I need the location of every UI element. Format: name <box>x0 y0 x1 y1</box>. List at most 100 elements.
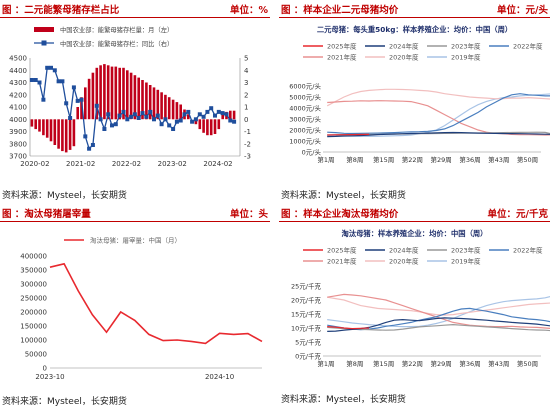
bar <box>99 65 102 120</box>
bar <box>145 82 148 120</box>
line-point <box>155 113 160 118</box>
y-left-tick-label: 4500 <box>9 55 27 63</box>
bar <box>34 119 37 130</box>
line-point <box>125 117 130 122</box>
bar <box>156 89 160 120</box>
x-tick-label: 第15周 <box>373 155 394 164</box>
series-line <box>327 296 550 328</box>
line-point <box>98 117 103 122</box>
x-tick-label: 第29周 <box>431 359 452 368</box>
bar <box>209 119 213 136</box>
series-line <box>327 133 370 136</box>
panel-header: 图 ：样本企业二元母猪均价 单位：元/头 <box>279 0 550 18</box>
chart-cull-sow-slaughter: 淘汰母猪：屠宰量：中国（月） 0 50000 100000 150000 200000 25… <box>20 236 263 381</box>
y-left-tick-label: 4300 <box>9 79 27 87</box>
y-right-tick-label: 2 <box>244 91 248 99</box>
bar <box>53 119 57 145</box>
bar <box>229 110 232 120</box>
line-point <box>68 116 73 120</box>
line-point <box>167 123 172 128</box>
panel-unit: 单位：% <box>229 5 268 16</box>
bar <box>103 64 106 120</box>
y-right-tick-label: 1 <box>244 104 248 112</box>
legend-label: 2019年度 <box>451 53 481 62</box>
legend-label: 2025年度 <box>327 246 357 255</box>
y-tick-label: 20元/千克 <box>291 296 321 305</box>
y-tick-label: 4000元/头 <box>289 104 321 113</box>
line-point <box>205 109 210 114</box>
y-tick-label: 150000 <box>20 323 47 331</box>
line-point <box>190 119 195 124</box>
y-right-tick-label: 3 <box>244 79 248 87</box>
panel-header: 图 ：样本企业淘汰母猪均价 单位：元/千克 <box>279 204 550 222</box>
series-line <box>327 100 550 136</box>
x-tick-label: 第22周 <box>402 155 423 164</box>
x-tick-label: 第29周 <box>431 155 452 164</box>
line-point <box>83 134 88 139</box>
x-tick-label: 第43周 <box>488 359 509 368</box>
x-tick-label: 第36周 <box>459 155 480 164</box>
legend-label: 2024年度 <box>389 246 419 255</box>
series-line <box>327 93 550 135</box>
line-point <box>71 85 76 90</box>
bar <box>194 119 198 125</box>
line-point <box>75 98 80 103</box>
line-point <box>220 111 225 116</box>
bar <box>72 119 76 147</box>
x-tick-label: 第8周 <box>346 155 363 164</box>
source-note: 资料来源：Mysteel，长安期货 <box>2 191 127 201</box>
line-point <box>216 109 221 114</box>
y-left-tick-label: 4100 <box>9 104 27 112</box>
x-tick-label: 2020-02 <box>20 160 49 168</box>
line-point <box>110 123 114 128</box>
bar <box>110 66 114 120</box>
y-right-tick-label: 0 <box>244 116 248 124</box>
bar <box>133 75 137 120</box>
panel-cull-sow-price: 图 ：样本企业淘汰母猪均价 单位：元/千克 淘汰母猪：样本养殖企业：均价：中国（… <box>279 204 550 408</box>
y-left-tick-label: 4000 <box>9 116 27 124</box>
bar <box>171 99 175 120</box>
line-point <box>37 80 42 85</box>
bar <box>129 72 133 120</box>
x-tick-label: 第50周 <box>517 359 538 368</box>
panel-header: 图 ：淘汰母猪屠宰量 单位：头 <box>0 204 270 222</box>
bar <box>87 78 91 120</box>
line-point <box>140 111 145 116</box>
line-point <box>29 78 34 82</box>
bar <box>80 97 83 120</box>
panel-unit: 单位：元/千克 <box>487 209 548 220</box>
x-tick-label: 2023-10 <box>35 373 64 381</box>
line-point <box>224 112 229 117</box>
line-point <box>64 101 69 106</box>
bar <box>175 102 179 120</box>
line-point <box>102 127 107 131</box>
source-note: 资料来源：Mysteel，长安期货 <box>281 191 406 201</box>
panel-title: 图 ：样本企业二元母猪均价 <box>281 5 399 16</box>
x-tick-label: 第1周 <box>317 359 334 368</box>
y-tick-label: 300000 <box>20 281 47 289</box>
line-point <box>171 127 176 131</box>
bar <box>206 119 209 136</box>
bar <box>148 85 152 120</box>
y-left-tick-label: 4200 <box>9 91 27 99</box>
line-point <box>56 79 61 84</box>
y-tick-label: 0元/头 <box>302 148 322 157</box>
line-point <box>197 112 202 117</box>
x-tick-label: 2021-02 <box>66 160 95 168</box>
line-point <box>121 109 126 114</box>
y-tick-label: 400000 <box>20 253 47 261</box>
panel-title: 图 ：二元能繁母猪存栏占比 <box>2 5 120 16</box>
y-tick-label: 2000元/头 <box>289 126 321 135</box>
x-tick-label: 2024-10 <box>205 373 234 381</box>
panel-unit: 单位：元/头 <box>497 5 548 16</box>
bar <box>164 94 167 120</box>
y-tick-label: 10元/千克 <box>291 324 321 333</box>
line-point <box>33 78 38 82</box>
x-tick-label: 第22周 <box>402 359 423 368</box>
line-point <box>178 118 183 123</box>
line-point <box>159 122 164 127</box>
x-tick-label: 第43周 <box>488 155 509 164</box>
line-point <box>228 118 233 123</box>
source-note: 资料来源：Mysteel，长安期货 <box>281 395 406 405</box>
y-right-tick-label: -3 <box>244 153 251 161</box>
